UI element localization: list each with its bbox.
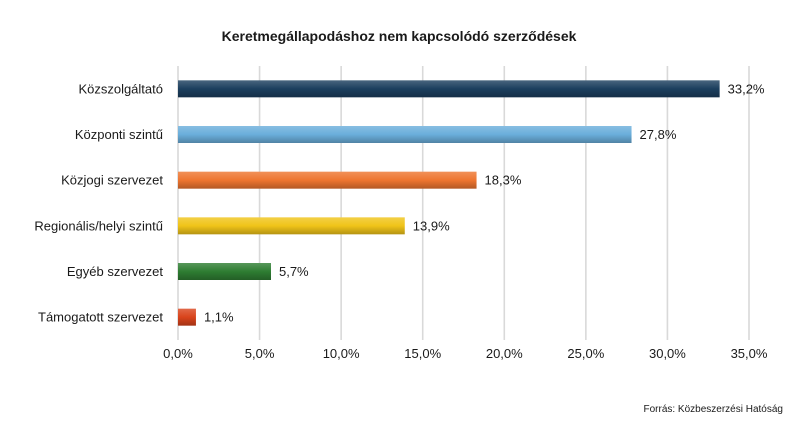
value-label: 1,1%: [204, 310, 234, 325]
value-label: 13,9%: [413, 218, 450, 233]
bars: [178, 80, 720, 326]
category-label: Közjogi szervezet: [61, 173, 163, 188]
x-tick-label: 30,0%: [649, 346, 686, 361]
bar: [178, 308, 196, 326]
bar: [178, 80, 720, 98]
category-label: Központi szintű: [75, 127, 163, 142]
bar: [178, 263, 271, 280]
x-tick-label: 0,0%: [163, 346, 193, 361]
chart-title: Keretmegállapodáshoz nem kapcsolódó szer…: [222, 28, 577, 44]
value-label: 33,2%: [728, 81, 765, 96]
x-tick-label: 10,0%: [323, 346, 360, 361]
x-tick-label: 20,0%: [486, 346, 523, 361]
value-label: 5,7%: [279, 264, 309, 279]
value-label: 18,3%: [485, 173, 522, 188]
value-labels: 33,2% 27,8% 18,3% 13,9% 5,7% 1,1%: [204, 81, 765, 324]
x-tick-labels: 0,0% 5,0% 10,0% 15,0% 20,0% 25,0% 30,0% 35,0%: [163, 346, 768, 361]
gridlines: [177, 66, 750, 340]
bar: [178, 217, 405, 235]
category-labels: Közszolgáltató Központi szintű Közjogi sze…: [34, 81, 163, 324]
bar: [178, 171, 477, 189]
x-tick-label: 35,0%: [731, 346, 768, 361]
category-label: Közszolgáltató: [78, 81, 163, 96]
bar: [178, 126, 632, 143]
x-tick-label: 25,0%: [567, 346, 604, 361]
source-note: Forrás: Közbeszerzési Hatóság: [643, 404, 783, 415]
x-tick-label: 15,0%: [404, 346, 441, 361]
category-label: Egyéb szervezet: [67, 264, 163, 279]
category-label: Támogatott szervezet: [38, 310, 163, 325]
value-label: 27,8%: [640, 127, 677, 142]
category-label: Regionális/helyi szintű: [34, 218, 163, 233]
x-tick-label: 5,0%: [245, 346, 275, 361]
